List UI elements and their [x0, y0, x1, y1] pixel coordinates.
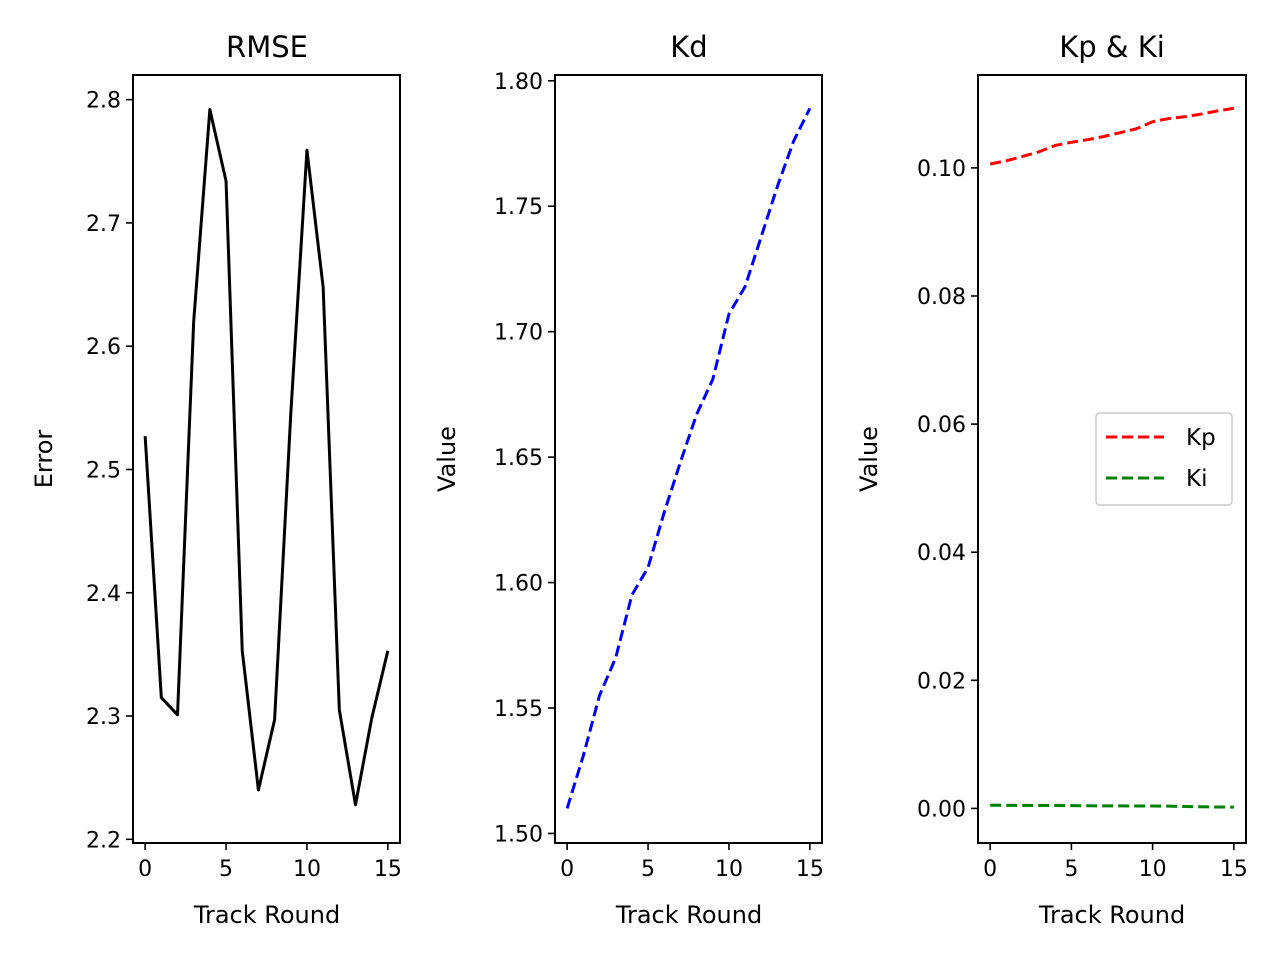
y-tick-label: 2.2: [86, 828, 121, 853]
plot-kd: 0 5 10 15 1.50 1.55 1.60 1.65 1.70 1.75 1.80: [494, 70, 824, 882]
x-tick-label: 5: [1064, 857, 1078, 882]
axes-frame: [554, 74, 823, 844]
panel-rmse: RMSE Track Round Error: [30, 30, 340, 929]
y-tick-label: 0.00: [917, 797, 966, 822]
y-tick-label: 0.06: [917, 413, 966, 438]
y-tick-label: 2.7: [86, 212, 121, 237]
axes-frame: [977, 74, 1247, 844]
y-tick-label: 2.8: [86, 89, 121, 114]
panel-kp-ki: Kp & Ki Track Round Value: [855, 30, 1185, 929]
y-tick-label: 1.50: [494, 822, 543, 847]
x-tick-label: 5: [219, 857, 233, 882]
y-tick-label: 1.75: [494, 195, 543, 220]
x-tick-label: 10: [715, 857, 743, 882]
x-tick-label: 0: [983, 857, 997, 882]
y-tick-label: 1.80: [494, 70, 543, 95]
series-line: [565, 107, 812, 809]
y-tick-label: 0.08: [917, 285, 966, 310]
x-tick-label: 0: [560, 857, 574, 882]
y-tick-label: 0.04: [917, 541, 966, 566]
x-tick-label: 10: [1139, 857, 1167, 882]
y-tick-label: 1.70: [494, 321, 543, 346]
y-axis-label: Error: [30, 430, 58, 489]
series-line: [143, 108, 390, 807]
y-axis-label: Value: [433, 426, 461, 492]
plot-rmse: 0 5 10 15 2.2 2.3 2.4 2.5 2.6 2.7 2.8: [86, 74, 402, 882]
y-tick-label: 0.10: [917, 157, 966, 182]
panel-title: Kd: [670, 30, 707, 64]
x-tick-label: 0: [138, 857, 152, 882]
y-tick-label: 2.3: [86, 705, 121, 730]
y-axis-label: Value: [855, 426, 883, 492]
y-tick-label: 2.6: [86, 335, 121, 360]
series-line-ki: [990, 803, 1234, 809]
y-tick-label: 1.60: [494, 572, 543, 597]
legend-label-kp: Kp: [1186, 425, 1216, 451]
x-tick-label: 15: [796, 857, 824, 882]
x-axis-label: Track Round: [615, 901, 762, 929]
x-axis-label: Track Round: [193, 901, 340, 929]
x-tick-label: 10: [293, 857, 321, 882]
panel-title: Kp & Ki: [1059, 30, 1165, 64]
x-tick-label: 15: [374, 857, 402, 882]
legend-label-ki: Ki: [1186, 466, 1207, 492]
plot-kp-ki: 0 5 10 15 0.00 0.02 0.04 0.06 0.08 0.10: [917, 74, 1248, 882]
panel-title: RMSE: [226, 30, 308, 64]
x-tick-label: 15: [1220, 857, 1248, 882]
x-tick-label: 5: [641, 857, 655, 882]
legend: Kp Ki: [1095, 412, 1233, 506]
y-tick-label: 1.65: [494, 446, 543, 471]
y-tick-label: 2.5: [86, 458, 121, 483]
axes-frame: [132, 74, 401, 844]
panel-kd: Kd Track Round Value: [433, 30, 762, 929]
y-tick-label: 2.4: [86, 582, 121, 607]
x-axis-label: Track Round: [1038, 901, 1185, 929]
series-line-kp: [989, 106, 1235, 166]
y-tick-label: 0.02: [917, 669, 966, 694]
y-tick-label: 1.55: [494, 697, 543, 722]
